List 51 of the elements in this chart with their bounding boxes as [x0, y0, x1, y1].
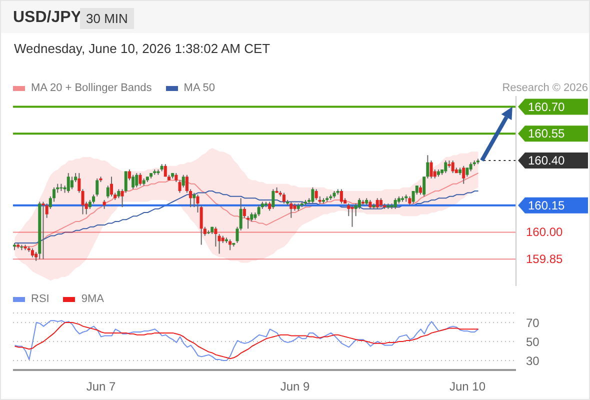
y-tick-label: 70	[526, 316, 540, 330]
candlestick	[340, 188, 343, 204]
candlestick	[311, 186, 314, 204]
legend-label: MA 50	[182, 82, 215, 94]
candlestick	[214, 226, 218, 248]
candlestick	[242, 206, 246, 218]
candlestick	[96, 178, 99, 197]
chart-title: USD/JPY	[13, 9, 82, 27]
candlestick	[444, 160, 448, 174]
candlestick	[282, 192, 286, 204]
ref-line-label: 160.15	[528, 198, 566, 212]
candlestick	[110, 176, 114, 197]
ref-line-label: 160.00	[526, 225, 564, 240]
candlestick	[66, 172, 70, 194]
candlestick	[462, 165, 466, 184]
x-tick-label: Jun 7	[86, 380, 116, 394]
text: 30 MIN	[80, 8, 134, 29]
candlestick	[135, 172, 138, 188]
ref-line-label: 159.85	[526, 252, 564, 266]
candlestick	[314, 188, 318, 200]
ref-line-label: 160.40	[528, 154, 566, 168]
candlestick	[430, 160, 433, 179]
candlestick	[138, 172, 142, 186]
candlestick	[120, 188, 124, 208]
candlestick	[70, 176, 74, 190]
candlestick	[218, 234, 221, 254]
y-tick-label: 50	[526, 334, 540, 349]
chart-subtitle: Wednesday, June 10, 2026 1:38:02 AM CET	[14, 41, 270, 56]
x-tick-label: Jun 10	[449, 380, 486, 394]
candlestick	[42, 201, 45, 260]
ref-line-label: 160.55	[528, 126, 566, 141]
text: Research © 2026	[502, 82, 588, 94]
candlestick	[81, 188, 84, 215]
legend-label: MA 20 + Bollinger Bands	[30, 82, 152, 94]
y-tick-label: 30	[526, 354, 540, 368]
x-tick-label: Jun 9	[280, 380, 310, 394]
candlestick	[272, 188, 275, 210]
candlestick	[257, 204, 260, 217]
candlestick	[196, 194, 200, 214]
legend-label: RSI	[30, 293, 50, 305]
candlestick	[78, 172, 81, 194]
candlestick	[228, 238, 232, 251]
candlestick	[164, 164, 167, 178]
candlestick	[290, 201, 293, 218]
candlestick	[394, 198, 397, 210]
candlestick	[200, 204, 203, 246]
candlestick	[376, 198, 379, 210]
candlestick	[350, 204, 354, 228]
legend-label: 9MA	[80, 293, 104, 305]
ref-line-label: 160.70	[528, 100, 566, 114]
candlestick	[451, 160, 454, 174]
